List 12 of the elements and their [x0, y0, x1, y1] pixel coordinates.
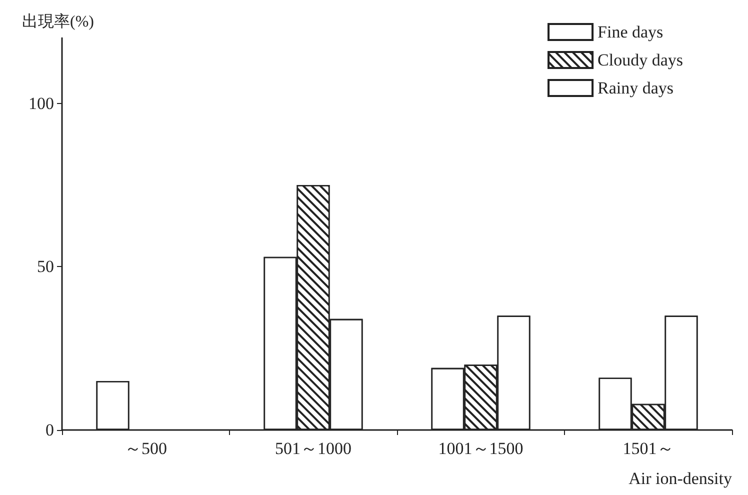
x-tick-label: 1001～1500 — [438, 439, 524, 458]
x-axis-title: Air ion-density — [628, 469, 732, 488]
y-axis-title: 出現率(%) — [22, 12, 94, 30]
x-tick-label: 501～1000 — [275, 439, 352, 458]
legend-label: Cloudy days — [598, 50, 684, 70]
x-tick-label: 1501～ — [622, 439, 674, 458]
y-tick-label: 50 — [37, 257, 54, 276]
legend-label: Rainy days — [598, 78, 674, 98]
y-tick-label: 0 — [46, 420, 54, 440]
x-tick-label: ～500 — [124, 439, 167, 458]
y-tick-label: 100 — [28, 94, 54, 113]
legend-label: Fine days — [598, 22, 664, 42]
